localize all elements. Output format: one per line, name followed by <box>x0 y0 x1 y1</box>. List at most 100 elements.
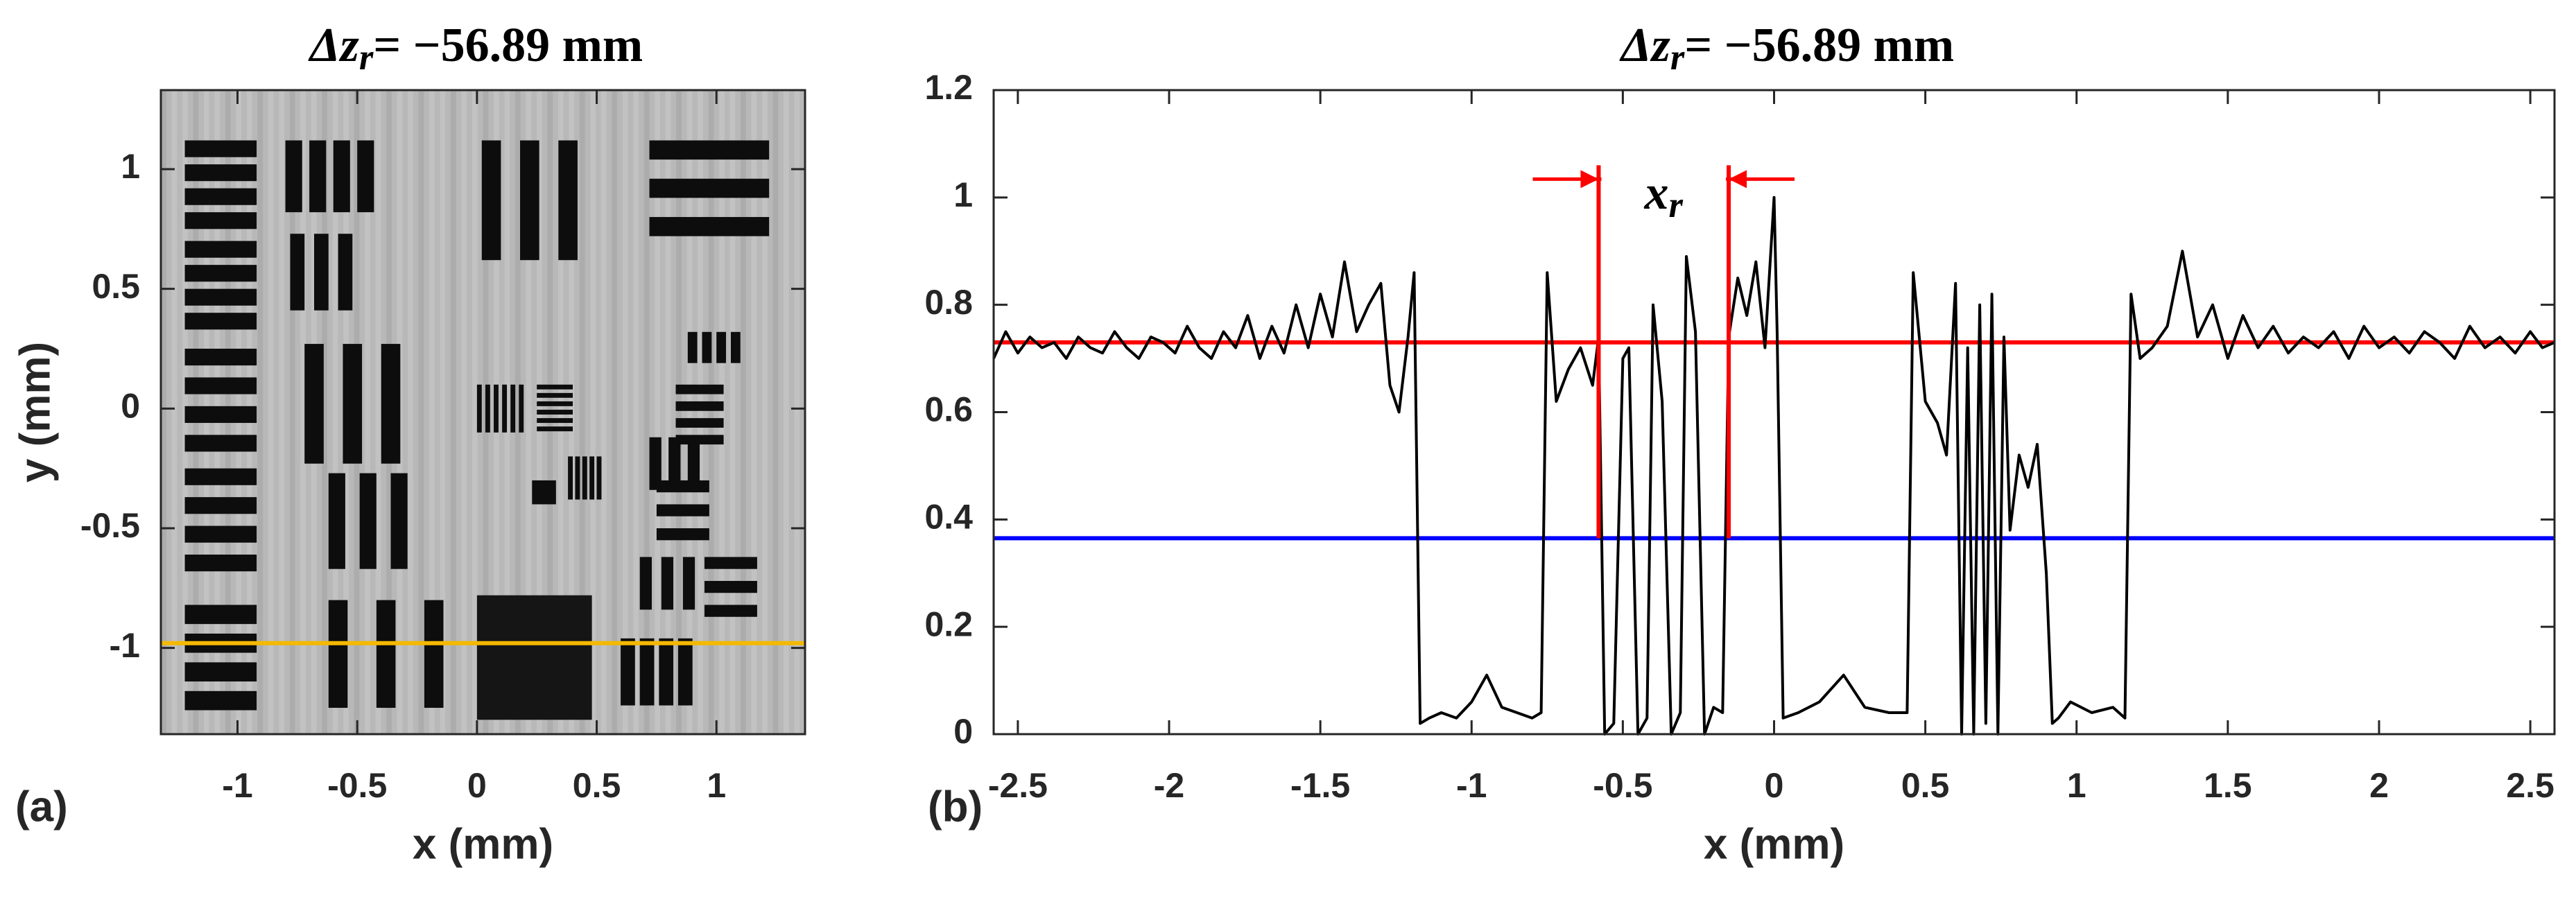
image-texture <box>257 90 263 734</box>
image-texture <box>515 90 521 734</box>
image-texture <box>365 90 370 734</box>
target-bar <box>668 437 681 490</box>
image-texture <box>300 90 306 734</box>
x-tick-label: 1 <box>2067 766 2086 805</box>
panel-label: (a) <box>15 783 68 831</box>
target-bar <box>328 600 348 709</box>
y-tick-label: 1.2 <box>924 68 973 107</box>
image-texture <box>633 90 639 734</box>
target-bar <box>184 662 257 682</box>
target-bar <box>621 638 635 706</box>
target-bar <box>184 468 257 485</box>
target-bar <box>656 480 709 493</box>
target-bar <box>184 406 257 424</box>
image-texture <box>375 90 381 734</box>
target-bar <box>687 437 700 490</box>
target-bar <box>568 456 573 500</box>
title-rest: = −56.89 mm <box>373 19 643 72</box>
target-bar <box>537 426 573 432</box>
y-tick-label: 0.4 <box>924 498 973 537</box>
x-tick-label: -0.5 <box>1593 766 1652 805</box>
target-bar <box>338 234 353 311</box>
target-bar <box>589 456 595 500</box>
image-texture <box>526 90 532 734</box>
x-axis-label: x (mm) <box>413 820 553 868</box>
target-bar <box>184 377 257 394</box>
target-bar <box>639 557 652 610</box>
target-bar <box>328 473 345 569</box>
target-bar <box>537 401 573 406</box>
target-bar <box>476 384 482 433</box>
target-bar <box>596 456 602 500</box>
panel-label: (b) <box>928 783 983 831</box>
target-bar <box>649 178 770 198</box>
target-bar <box>704 605 757 617</box>
target-bar <box>184 525 257 543</box>
target-bar <box>343 344 363 464</box>
image-texture <box>729 90 736 734</box>
y-tick-label: 0.8 <box>924 283 973 322</box>
image-texture <box>772 90 779 734</box>
target-bar <box>333 140 350 213</box>
target-bar <box>184 288 257 306</box>
target-bar <box>184 164 257 182</box>
target-bar <box>675 384 724 394</box>
y-tick-label: 0.6 <box>924 390 973 429</box>
image-texture <box>429 90 435 734</box>
y-tick-label: 0.2 <box>924 605 973 643</box>
target-bar <box>381 344 401 464</box>
target-bar <box>558 140 578 261</box>
target-bar <box>649 217 770 236</box>
image-texture <box>708 90 714 734</box>
x-axis-label: x (mm) <box>1704 820 1844 868</box>
target-bar <box>704 557 757 569</box>
target-bar <box>675 401 724 411</box>
target-bar <box>537 418 573 424</box>
target-bar <box>716 331 727 363</box>
x-tick-label: 0 <box>1765 766 1784 805</box>
target-bar <box>314 234 329 311</box>
target-bar <box>661 557 674 610</box>
target-bar <box>537 392 573 398</box>
y-tick-label: -0.5 <box>80 506 140 545</box>
image-texture <box>655 90 660 734</box>
image-texture <box>579 90 585 734</box>
target-bar <box>359 473 377 569</box>
image-texture <box>171 90 178 734</box>
image-texture <box>612 90 618 734</box>
y-tick-label: 0 <box>953 712 973 751</box>
target-bar <box>184 212 257 229</box>
image-texture <box>622 90 628 734</box>
target-bar <box>704 580 757 593</box>
target-bar <box>519 384 524 433</box>
image-texture <box>461 90 467 734</box>
title-subscript: r <box>359 37 374 78</box>
image-texture <box>279 90 285 734</box>
target-bar <box>537 384 573 390</box>
target-bar <box>285 140 302 213</box>
image-texture <box>322 90 327 734</box>
target-bar <box>537 410 573 415</box>
image-texture <box>472 90 478 734</box>
x-tick-label: -2.5 <box>988 766 1048 805</box>
x-tick-label: -1.5 <box>1290 766 1350 805</box>
target-bar <box>656 504 709 516</box>
x-tick-label: -0.5 <box>327 766 387 805</box>
target-bar <box>730 331 741 363</box>
target-bar <box>656 528 709 541</box>
image-texture <box>268 90 274 734</box>
x-tick-label: 1.5 <box>2204 766 2252 805</box>
target-bar <box>184 690 257 711</box>
target-bar <box>520 140 539 261</box>
target-bar <box>485 384 490 433</box>
target-bar <box>677 638 693 706</box>
target-bar <box>481 140 501 261</box>
image-texture <box>451 90 456 734</box>
y-tick-label: 1 <box>953 175 973 214</box>
image-texture <box>590 90 596 734</box>
image-texture <box>289 90 295 734</box>
target-bar <box>309 140 327 213</box>
image-texture <box>762 90 768 734</box>
x-tick-label: 2 <box>2369 766 2389 805</box>
